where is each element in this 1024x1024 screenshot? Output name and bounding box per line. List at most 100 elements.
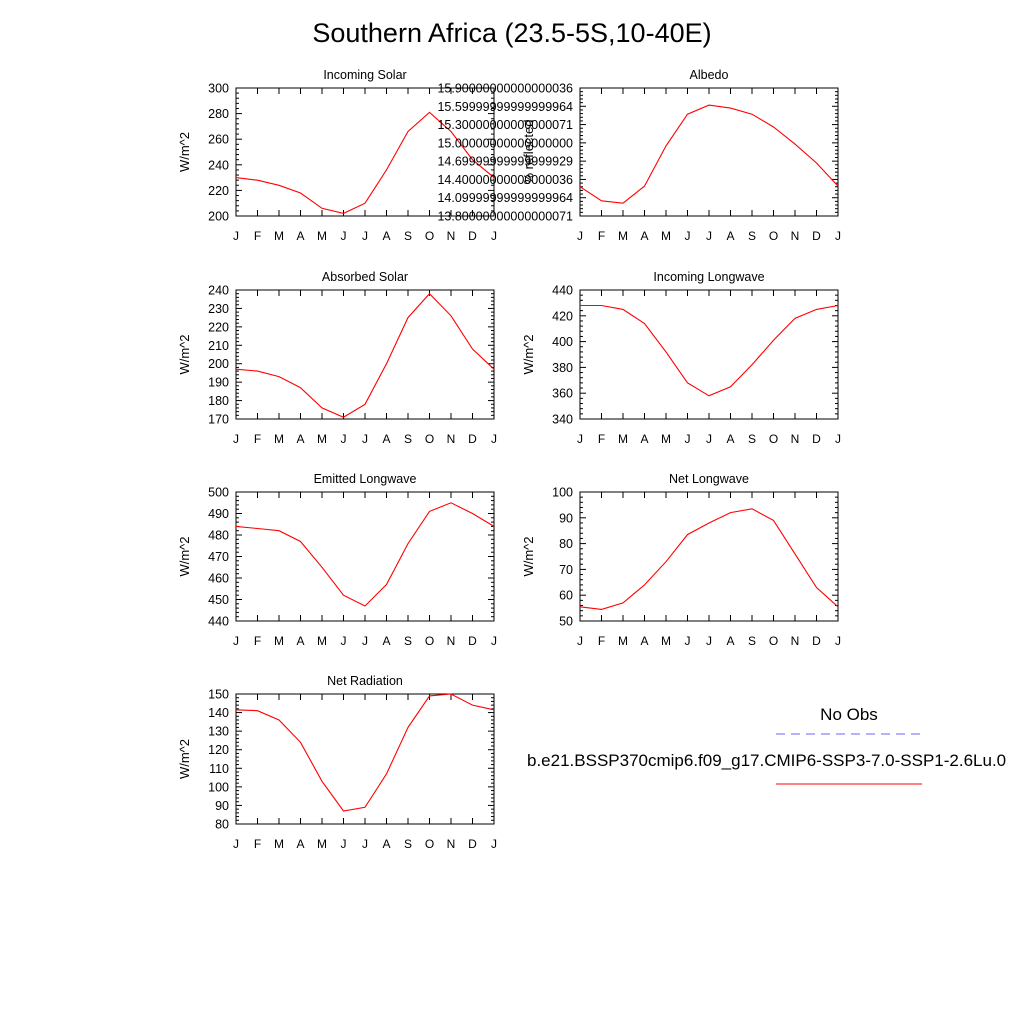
y-tick-label: 15.90000000000000036 <box>437 82 573 96</box>
x-tick-label: J <box>835 634 841 648</box>
y-tick-label: 180 <box>208 394 229 408</box>
series-line <box>235 502 495 607</box>
y-axis-label: W/m^2 <box>177 739 192 779</box>
y-tick-label: 500 <box>208 486 229 500</box>
y-axis-label: W/m^2 <box>177 334 192 374</box>
y-tick-label: 150 <box>208 688 229 702</box>
y-tick-label: 220 <box>208 184 229 198</box>
x-tick-label: J <box>577 432 583 446</box>
plot-frame <box>579 87 839 217</box>
x-tick-label: J <box>835 229 841 243</box>
x-tick-label: J <box>491 634 497 648</box>
chart-panel-2: J F M A M J J A S O N D J13.8000000000000007114.0999… <box>437 68 841 243</box>
x-tick-label: A <box>382 837 390 851</box>
y-tick-label: 80 <box>215 818 229 832</box>
x-tick-label: N <box>791 432 800 446</box>
legend-obs-label: No Obs <box>820 705 878 724</box>
x-tick-label: J <box>341 432 347 446</box>
x-tick-label: A <box>296 229 304 243</box>
series-line <box>235 693 495 812</box>
x-tick-label: M <box>274 229 284 243</box>
x-tick-label: J <box>362 229 368 243</box>
panel-title: Net Longwave <box>669 472 749 486</box>
legend-obs: No Obs <box>776 705 922 745</box>
panel-title: Incoming Longwave <box>653 270 764 284</box>
x-tick-label: S <box>748 432 756 446</box>
x-tick-label: D <box>812 432 821 446</box>
y-tick-label: 400 <box>552 335 573 349</box>
x-tick-label: D <box>468 229 477 243</box>
x-tick-label: D <box>468 634 477 648</box>
x-tick-label: N <box>447 634 456 648</box>
x-tick-label: F <box>254 837 261 851</box>
x-tick-label: F <box>254 432 261 446</box>
x-tick-label: J <box>577 229 583 243</box>
x-tick-label: O <box>425 634 434 648</box>
x-tick-label: S <box>404 634 412 648</box>
x-tick-label: M <box>661 634 671 648</box>
x-tick-label: A <box>296 837 304 851</box>
x-tick-label: F <box>254 634 261 648</box>
x-tick-label: F <box>598 432 605 446</box>
x-tick-label: F <box>598 229 605 243</box>
plot-frame <box>579 289 839 420</box>
x-tick-label: A <box>726 229 734 243</box>
y-tick-label: 490 <box>208 507 229 521</box>
x-tick-label: M <box>317 432 327 446</box>
x-tick-label: A <box>382 634 390 648</box>
y-tick-label: 80 <box>559 537 573 551</box>
x-tick-label: J <box>362 837 368 851</box>
series-line <box>579 508 839 610</box>
x-tick-label: A <box>296 634 304 648</box>
main-title: Southern Africa (23.5-5S,10-40E) <box>312 18 712 48</box>
y-tick-label: 14.40000000000000036 <box>437 173 573 187</box>
y-tick-label: 260 <box>208 133 229 147</box>
panel-title: Emitted Longwave <box>314 472 417 486</box>
x-tick-label: J <box>706 634 712 648</box>
y-tick-label: 13.80000000000000071 <box>437 210 573 224</box>
chart-panel-1: J F M A M J J A S O N D J200220240260280300Incoming … <box>177 68 497 243</box>
x-tick-label: J <box>835 432 841 446</box>
x-tick-label: N <box>791 634 800 648</box>
x-tick-label: M <box>618 634 628 648</box>
y-tick-label: 90 <box>215 799 229 813</box>
x-tick-label: S <box>404 837 412 851</box>
y-tick-label: 440 <box>208 615 229 629</box>
y-tick-label: 360 <box>552 387 573 401</box>
x-tick-label: J <box>233 229 239 243</box>
y-tick-label: 15.00000000000000000 <box>437 136 573 150</box>
x-tick-label: M <box>661 229 671 243</box>
y-tick-label: 470 <box>208 550 229 564</box>
x-tick-label: J <box>685 634 691 648</box>
y-tick-label: 90 <box>559 511 573 525</box>
x-tick-label: D <box>812 634 821 648</box>
x-tick-label: O <box>769 229 778 243</box>
x-tick-label: M <box>274 432 284 446</box>
x-tick-label: M <box>274 634 284 648</box>
y-tick-label: 70 <box>559 563 573 577</box>
x-tick-label: J <box>685 229 691 243</box>
y-tick-label: 210 <box>208 339 229 353</box>
y-tick-label: 220 <box>208 320 229 334</box>
x-tick-label: J <box>491 432 497 446</box>
x-tick-label: O <box>425 432 434 446</box>
y-tick-label: 50 <box>559 615 573 629</box>
panel-title: Incoming Solar <box>323 68 406 82</box>
x-tick-label: F <box>598 634 605 648</box>
x-tick-label: J <box>341 229 347 243</box>
y-axis-label: W/m^2 <box>521 334 536 374</box>
x-tick-label: J <box>491 229 497 243</box>
plot-frame <box>235 289 495 420</box>
x-tick-label: A <box>640 432 648 446</box>
panel-title: Albedo <box>690 68 729 82</box>
y-tick-label: 14.09999999999999964 <box>437 191 573 205</box>
x-tick-label: J <box>233 432 239 446</box>
y-tick-label: 170 <box>208 413 229 427</box>
x-tick-label: O <box>769 634 778 648</box>
x-tick-label: A <box>726 432 734 446</box>
x-tick-label: J <box>706 432 712 446</box>
x-tick-label: J <box>685 432 691 446</box>
x-tick-label: J <box>233 634 239 648</box>
